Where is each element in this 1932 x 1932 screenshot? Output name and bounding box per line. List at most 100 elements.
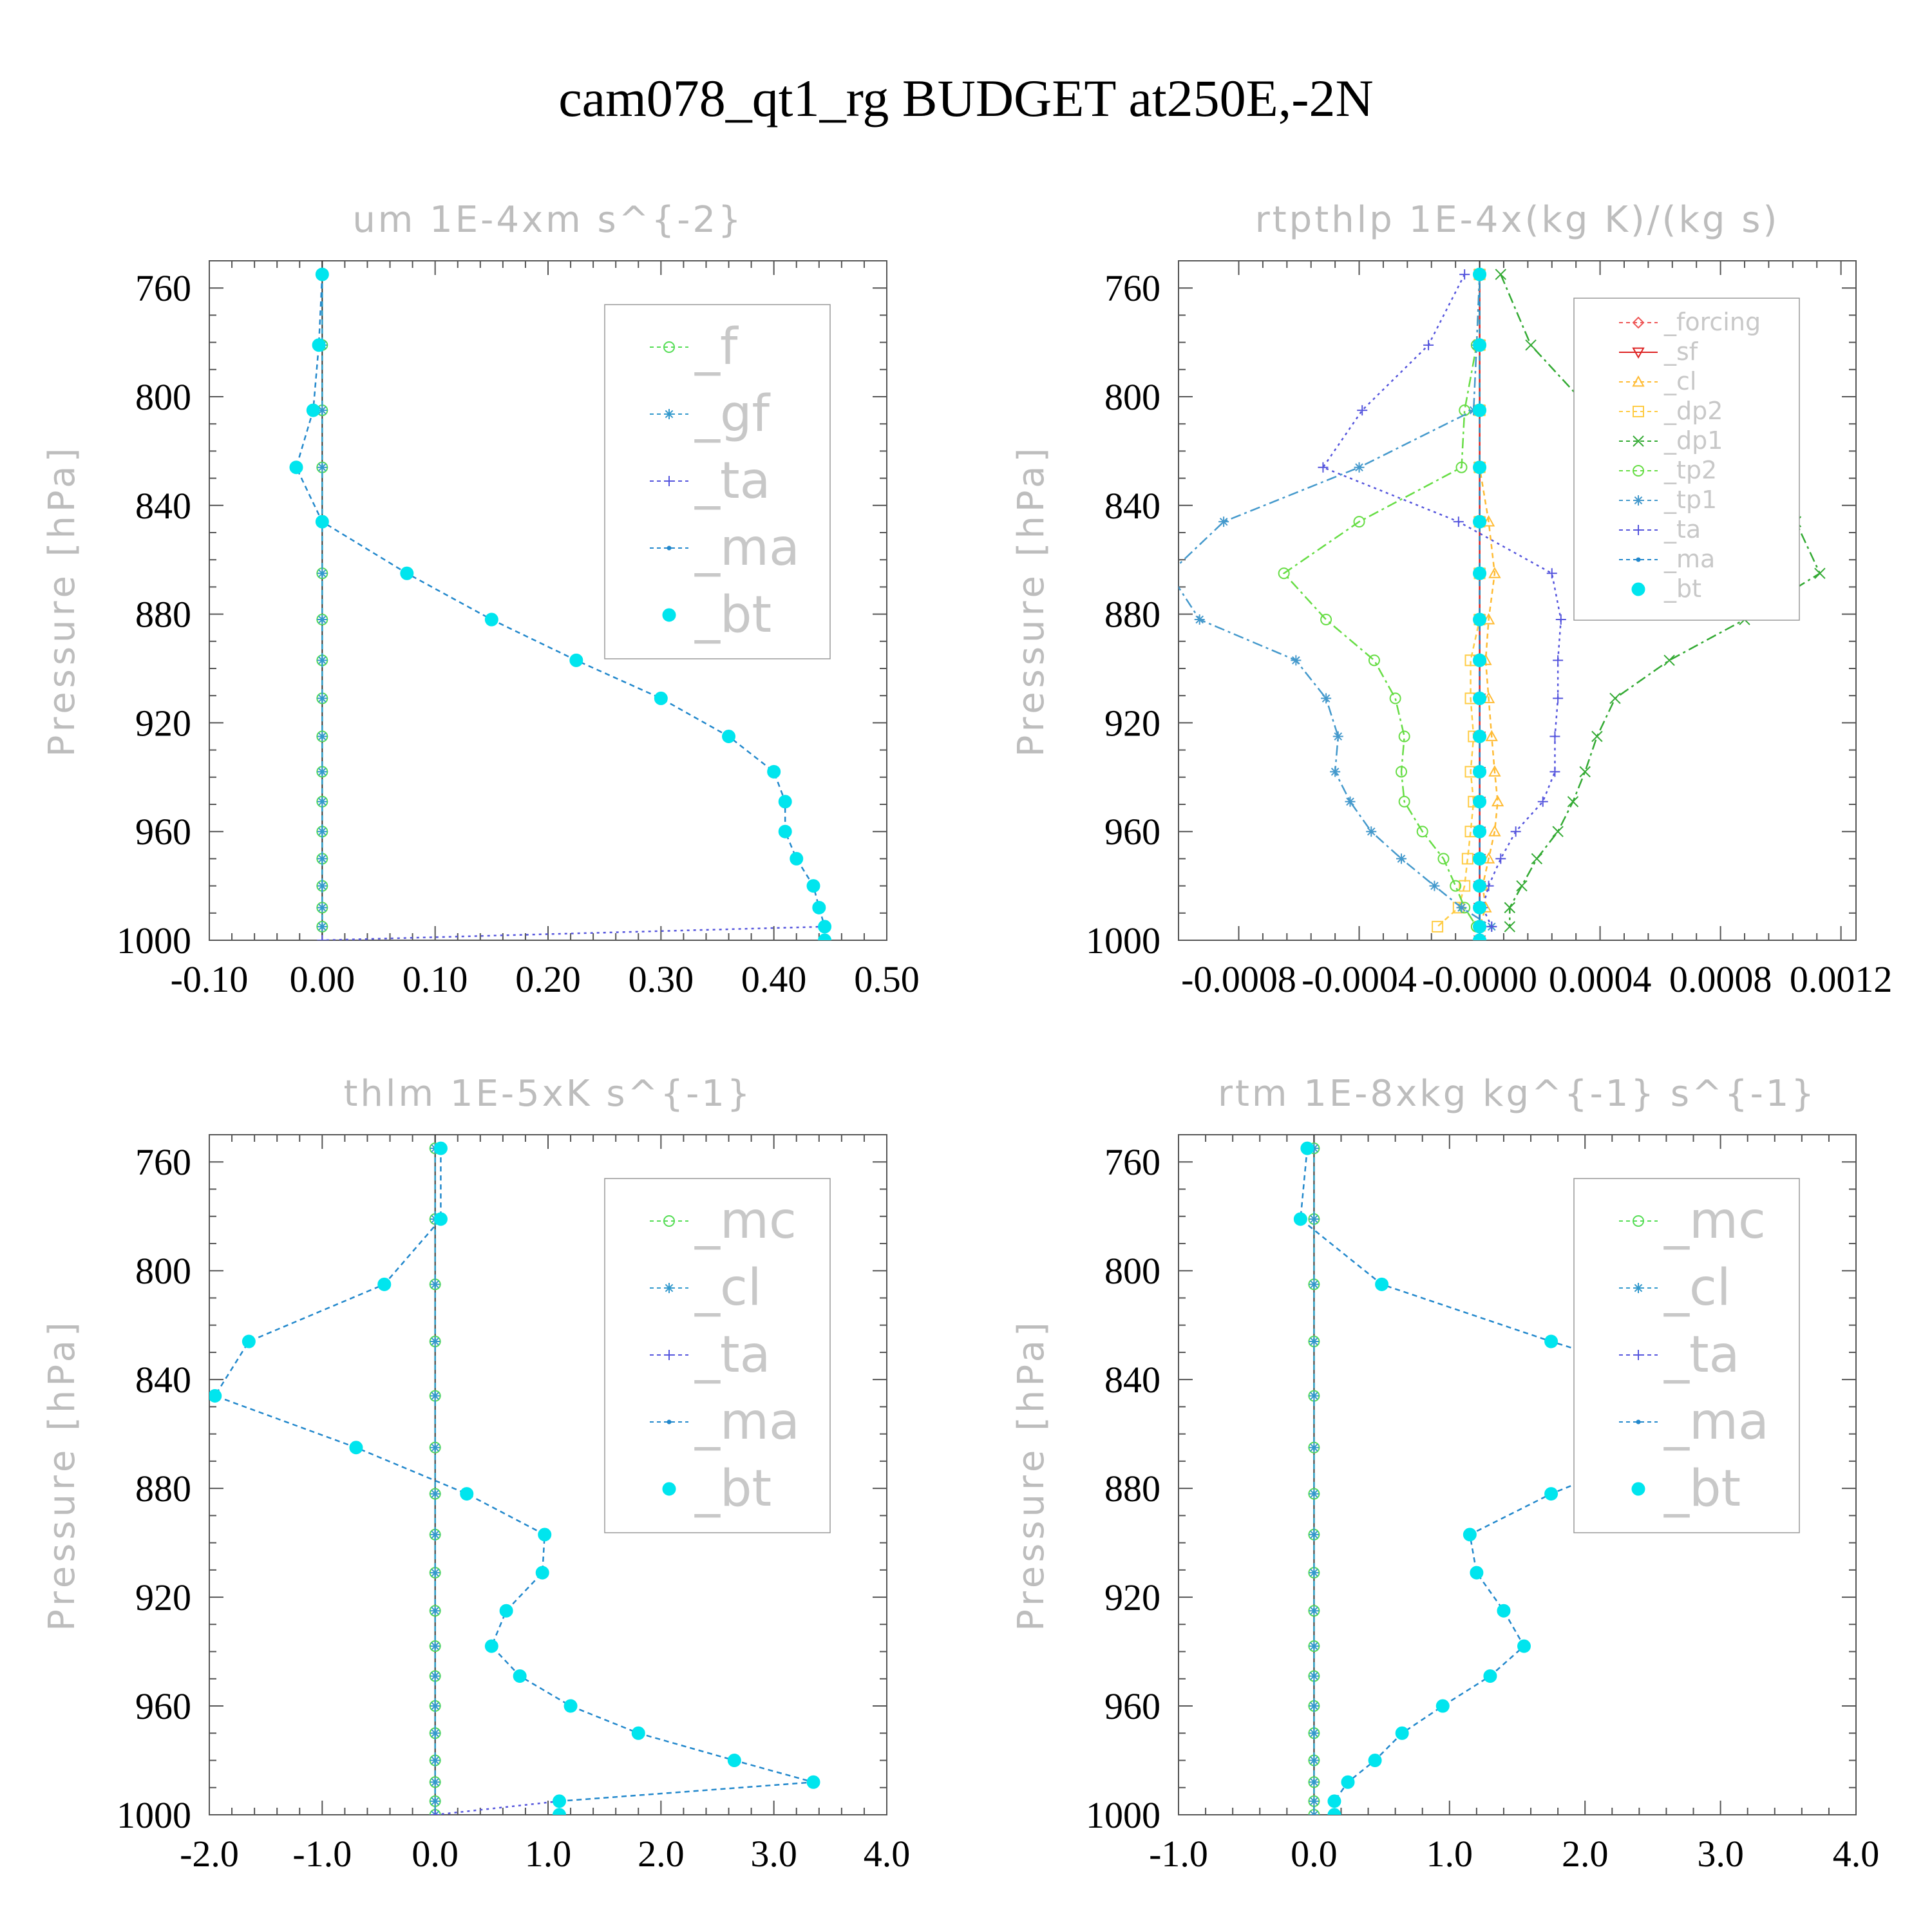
x-tick-label: 0.0: [1291, 1833, 1338, 1875]
data-point: [553, 1808, 567, 1815]
data-point: [1429, 880, 1440, 891]
data-point: [1309, 1701, 1320, 1712]
legend-swatch-marker: [1633, 1350, 1643, 1360]
y-tick-label: 1000: [117, 920, 191, 961]
data-point: [1591, 730, 1603, 743]
data-point: [1354, 462, 1365, 473]
x-tick-label: 3.0: [750, 1833, 797, 1875]
plot-frame: [1178, 1134, 1857, 1815]
series-group: [209, 1141, 820, 1815]
data-point: [484, 1639, 498, 1653]
data-point: [1473, 900, 1487, 914]
panel-title: thlm 1E-5xK s^{-1}: [343, 1073, 752, 1115]
data-point: [1453, 516, 1464, 527]
series-line: [1300, 1148, 1729, 1802]
data-point: [1375, 1277, 1389, 1291]
data-point: [1194, 614, 1205, 625]
legend-swatch-marker: [1633, 406, 1644, 417]
legend-entry-label: _mc: [694, 1192, 797, 1250]
data-point: [1309, 1605, 1320, 1616]
data-point: [242, 1334, 256, 1349]
x-tick-label: 0.30: [629, 958, 694, 1000]
legend-entry-label: _cl: [1663, 367, 1696, 395]
y-tick-label: 840: [135, 1359, 191, 1401]
data-point: [484, 612, 498, 627]
legend-entry-label: _tp1: [1663, 486, 1717, 514]
legend-swatch-marker: [664, 409, 674, 419]
y-tick-label: 1000: [1086, 920, 1160, 961]
data-point: [209, 1389, 222, 1403]
data-point: [1164, 568, 1175, 578]
data-point: [1473, 879, 1487, 893]
data-point: [317, 902, 328, 913]
legend-entry-label: _forcing: [1663, 308, 1761, 336]
x-tick-label: -0.0004: [1302, 958, 1417, 1000]
panel-top-left: um 1E-4xm s^{-2} Pressure [hPa] 760 800 840 8…: [41, 199, 920, 1000]
legend-swatch-marker: [1632, 375, 1645, 387]
data-point: [1473, 566, 1487, 580]
figure-title: cam078_qt1_rg BUDGET at250E,-2N: [558, 69, 1374, 128]
x-tick-label: 0.10: [402, 958, 468, 1000]
data-point: [317, 731, 328, 742]
y-tick-label: 840: [1104, 1359, 1160, 1401]
data-point: [1553, 693, 1564, 704]
y-axis-label: Pressure [hPa]: [41, 1318, 83, 1631]
data-point: [1473, 933, 1487, 940]
data-point: [1396, 853, 1406, 864]
legend-entry-label: _cl: [694, 1259, 762, 1317]
data-point: [1341, 1775, 1355, 1789]
legend-entry-label: _mc: [1663, 1192, 1766, 1250]
data-point: [1368, 654, 1380, 667]
data-point: [778, 795, 792, 809]
data-point: [1473, 338, 1487, 352]
data-point: [1459, 269, 1470, 280]
x-tick-label: 4.0: [1833, 1833, 1880, 1875]
legend-box: [1573, 1178, 1800, 1533]
panel-bottom-left: thlm 1E-5xK s^{-1} Pressure [hPa] 760 800 84…: [41, 1073, 910, 1875]
data-point: [1516, 880, 1528, 892]
data-point: [535, 1566, 549, 1580]
data-point: [312, 338, 326, 352]
y-axis-label: Pressure [hPa]: [1010, 1318, 1052, 1631]
data-point: [306, 403, 320, 417]
data-point: [790, 851, 804, 866]
legend-entry-label: _ta: [694, 1326, 770, 1384]
data-point: [1278, 567, 1290, 580]
y-tick-label: 760: [1104, 1141, 1160, 1183]
data-point: [430, 1810, 440, 1815]
legend-entry-label: _ta: [694, 452, 770, 510]
x-tick-label: -1.0: [1149, 1833, 1208, 1875]
legend-entry-label: _bt: [694, 1460, 772, 1518]
data-point: [1544, 1334, 1558, 1349]
data-point: [315, 267, 329, 281]
legend-swatch-marker: [667, 1419, 672, 1425]
panel-top-right: rtpthlp 1E-4x(kg K)/(kg s) Pressure [hPa]…: [1010, 199, 1892, 1000]
data-point: [1497, 1604, 1511, 1618]
x-tick-label: 1.0: [525, 1833, 572, 1875]
legend-swatch-marker: [1633, 1283, 1643, 1293]
y-tick-label: 800: [1104, 1250, 1160, 1292]
data-point: [317, 614, 328, 625]
data-point: [430, 1728, 440, 1739]
x-tick-label: -0.10: [171, 958, 249, 1000]
data-point: [1398, 730, 1410, 743]
data-point: [1510, 826, 1521, 837]
data-point: [1395, 1726, 1409, 1740]
data-point: [1488, 825, 1501, 837]
data-point: [1459, 880, 1471, 892]
legend-entry-label: _bt: [694, 586, 772, 644]
data-point: [317, 826, 328, 837]
legend-entry-label: _ta: [1663, 1326, 1739, 1384]
data-point: [1437, 853, 1450, 865]
data-point: [1309, 1213, 1320, 1224]
data-point: [1332, 731, 1343, 742]
data-point: [317, 935, 328, 940]
data-point: [1395, 766, 1407, 778]
y-tick-label: 960: [1104, 811, 1160, 853]
legend-swatch-marker: [667, 545, 672, 551]
data-point: [1423, 339, 1434, 350]
y-tick-label: 840: [135, 485, 191, 527]
data-point: [430, 1755, 440, 1766]
data-point: [1309, 1488, 1320, 1499]
data-point: [315, 515, 329, 529]
